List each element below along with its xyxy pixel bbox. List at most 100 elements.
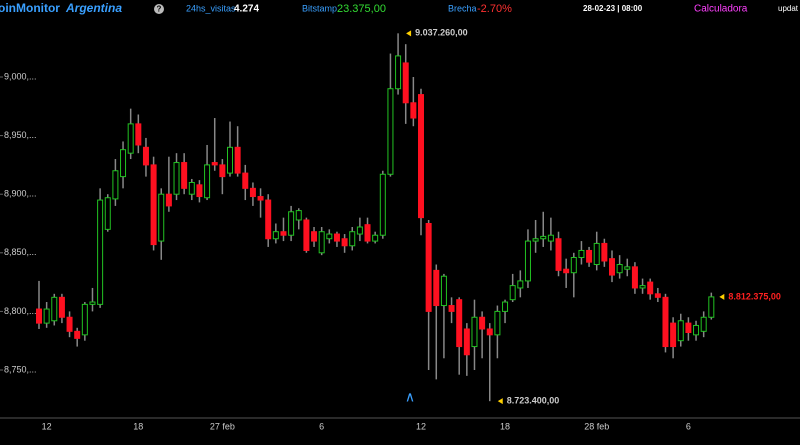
brecha-label: Brecha <box>448 3 477 13</box>
candle-body <box>104 197 111 230</box>
plot: 8,750,... 8,800,... 8,850,... 8,900,... 8,95… <box>0 28 781 431</box>
candle-body <box>532 238 539 242</box>
candle-body <box>494 310 501 336</box>
candle-body <box>524 240 531 282</box>
annotation-label: 8.723.400,00 <box>507 396 560 406</box>
candle-body <box>242 172 249 189</box>
candle-body <box>517 280 524 289</box>
x-tick-label: 18 <box>133 421 143 431</box>
candle-body <box>578 249 585 258</box>
candle-body <box>288 211 295 236</box>
candle-body <box>112 170 119 200</box>
candle-body <box>647 281 654 295</box>
candle-body <box>333 233 340 242</box>
candle-body <box>196 184 203 198</box>
y-tick-label: 8,950,... <box>4 130 37 140</box>
candle-body <box>379 173 386 236</box>
candle-body <box>471 316 478 348</box>
candle-body <box>135 123 142 146</box>
annotation-pointer <box>497 398 503 405</box>
candle-body <box>97 199 104 305</box>
candle-body <box>204 164 211 199</box>
candle-body <box>74 330 81 339</box>
x-tick-label: 12 <box>42 421 52 431</box>
y-tick-label: 8,800,... <box>4 306 37 316</box>
candle-body <box>593 242 600 266</box>
help-text[interactable]: ? <box>157 5 162 14</box>
candle-body <box>433 269 440 307</box>
candle-body <box>326 233 333 240</box>
brand[interactable]: oinMonitor <box>0 1 60 15</box>
candle-body <box>58 296 65 318</box>
candle-body <box>662 296 669 348</box>
candle-body <box>570 256 577 274</box>
candle-body <box>479 316 486 330</box>
candle-body <box>127 123 134 154</box>
bitstamp-label: Bitstamp <box>302 3 337 13</box>
candle-body <box>540 235 547 240</box>
y-tick-label: 8,850,... <box>4 247 37 257</box>
candle-body <box>456 299 463 348</box>
x-tick-label: 18 <box>500 421 510 431</box>
candle-body <box>318 231 325 254</box>
candle-body <box>311 231 318 242</box>
visits-label: 24hs_visitas <box>186 3 236 13</box>
calculator-link[interactable]: Calculadora <box>694 4 748 15</box>
update[interactable]: updat <box>778 4 799 13</box>
candle-body <box>272 231 279 240</box>
region: Argentina <box>65 1 122 15</box>
candle-body <box>341 238 348 247</box>
annotation-label: 9.037.260,00 <box>415 28 468 38</box>
candle-body <box>280 231 287 236</box>
candle-body <box>502 301 509 312</box>
x-tick-label: 6 <box>686 421 691 431</box>
candle-body <box>601 242 608 262</box>
y-tick-label: 8,900,... <box>4 189 37 199</box>
candle-body <box>349 231 356 247</box>
candle-body <box>66 316 73 332</box>
candle-body <box>303 219 310 251</box>
candle-body <box>509 285 516 301</box>
candle-body <box>670 322 677 348</box>
candle-body <box>654 293 661 298</box>
candle-body <box>211 162 218 166</box>
candle-body <box>418 94 424 219</box>
candle-body <box>563 268 570 274</box>
candle-body <box>639 285 646 289</box>
y-tick-label: 8,750,... <box>4 364 37 374</box>
x-tick-label: 6 <box>319 421 324 431</box>
x-tick-label: 27 feb <box>210 421 235 431</box>
candle-body <box>425 222 432 312</box>
candle-body <box>295 210 302 221</box>
candle-body <box>165 193 172 207</box>
y-tick-label: 9,000,... <box>4 71 37 81</box>
candle-body <box>486 328 493 336</box>
candle-body <box>43 308 50 324</box>
candle-body <box>631 266 638 289</box>
candle-body <box>708 296 715 318</box>
candle-body <box>234 146 241 174</box>
candle-body <box>120 149 127 178</box>
help-icon[interactable] <box>154 4 164 14</box>
datetime: 28-02-23 | 08:00 <box>583 4 643 13</box>
candle-body <box>227 146 233 174</box>
candle-body <box>448 305 455 312</box>
candle-body <box>410 102 417 119</box>
candle-body <box>677 320 684 342</box>
candle-body <box>693 324 700 336</box>
bitstamp: 23.375,00 <box>337 3 386 15</box>
candle-body <box>249 187 256 198</box>
candle-body <box>609 258 615 276</box>
candle-body <box>81 303 88 336</box>
candle-body <box>158 193 165 242</box>
candle-body <box>356 226 363 235</box>
candle-body <box>173 162 180 195</box>
candle-body <box>36 308 42 324</box>
candle-body <box>150 164 157 246</box>
candle-body <box>555 238 562 271</box>
candle-body <box>51 296 58 322</box>
annotation-label: 8.812.375,00 <box>728 291 781 301</box>
candle-body <box>372 234 379 242</box>
candle-body <box>265 199 272 240</box>
